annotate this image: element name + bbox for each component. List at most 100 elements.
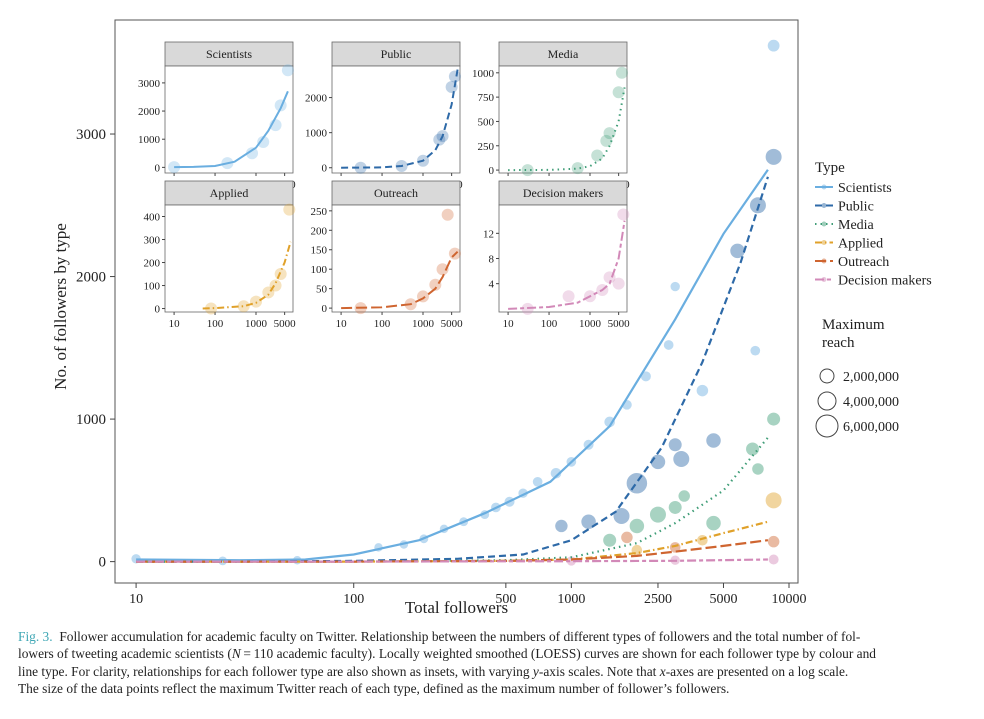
caption-label: Fig. 3. [18,629,53,644]
inset-point [168,161,181,174]
inset-x-tick-label: 100 [541,318,558,330]
inset-y-tick-label: 300 [144,235,161,247]
caption-text-3x: x [659,663,666,679]
data-point [678,490,690,502]
inset-x-tick-label: 100 [374,318,391,330]
data-point [706,515,721,531]
x-tick-label: 10000 [771,592,806,607]
inset-y-tick-label: 250 [311,206,328,218]
inset-y-tick-label: 500 [478,116,495,128]
inset-curve [341,69,459,169]
data-point [752,463,764,475]
inset-title: Applied [210,186,249,200]
caption-text-2b: = 110 academic faculty). Locally weighte… [240,646,876,662]
data-point [767,535,780,548]
inset-x-tick-label: 5000 [441,318,464,330]
inset-y-tick-label: 100 [311,264,328,276]
inset-x-tick-label: 10 [169,318,181,330]
caption-line-3: line type. For clarity, relationships fo… [18,663,968,680]
inset-x-tick-label: 5000 [608,318,631,330]
inset-x-tick-label: 100 [207,318,224,330]
x-tick-label: 10 [129,592,143,607]
size-legend-label: 4,000,000 [843,395,899,410]
size-legend-title-2: reach [822,335,855,351]
inset-plot-area [498,204,628,313]
inset-y-tick-label: 2000 [138,106,161,118]
data-point [629,518,645,534]
inset-point [257,136,270,149]
inset-point [591,149,604,162]
inset-point [617,208,630,221]
inset-plot-area [331,204,461,313]
data-point [663,340,674,350]
inset-plot-area [164,204,294,313]
inset-title: Public [381,47,412,61]
data-point [673,450,690,467]
legend-label: Scientists [838,181,892,196]
inset-x-tick-label: 1000 [245,318,268,330]
inset-strip [164,180,294,206]
size-legend-circle [817,391,837,411]
legend-key-point [821,221,827,227]
inset-panel: Media025050075010001010010005000 [472,41,630,191]
caption-text-3y: y [532,663,539,679]
caption-text-2a: lowers of tweeting academic scientists ( [18,646,232,662]
data-point [768,554,779,565]
data-point [767,412,781,426]
caption-text-3b: -axis scales. Note that [538,663,660,679]
legend-key-point [821,277,827,282]
inset-curve [341,250,459,310]
inset-x-tick-label: 10 [503,318,515,330]
x-tick-label: 500 [495,592,516,607]
inset-panel: Outreach 0 50 100 150 200 250 10 100 1000 5000 [311,180,464,330]
inset-y-tick-label: 2000 [305,93,328,105]
figure-chart: 0 1000 2000 3000 10 100 500 1000 2500 5000 10000 To… [51,19,932,617]
inset-y-tick-label: 750 [478,92,495,104]
main-curves [136,169,769,563]
inset-plot-area [498,65,628,174]
inset-title: Outreach [374,186,418,200]
size-legend-circle [819,368,835,384]
inset-y-tick-label: 3000 [138,78,161,90]
inset-panel: Public0100020001010010005000 [305,41,463,191]
inset-title: Decision makers [523,186,604,200]
y-tick-label: 1000 [76,412,106,428]
inset-title: Media [548,47,579,61]
inset-curve [202,241,292,310]
inset-point [283,203,296,216]
caption-text-1: Follower accumulation for academic facul… [59,629,861,644]
size-legend-label: 2,000,000 [843,370,899,385]
caption-line-1: Fig. 3. Follower accumulation for academ… [18,628,968,645]
inset-point [612,277,625,290]
x-tick-label: 100 [343,592,364,607]
inset-curve [508,87,626,172]
inset-x-tick-label: 1000 [579,318,602,330]
legend-key-point [821,240,827,245]
data-point [603,533,617,547]
legend-label: Decision makers [838,274,932,289]
data-point [626,472,648,494]
data-point [696,384,709,397]
data-point [767,39,780,52]
size-legend: Maximum reach 2,000,000 4,000,000 6,000,000 [815,317,899,438]
data-point [640,371,651,382]
data-point [750,345,761,356]
inset-point [429,278,442,291]
x-tick-label: 5000 [709,592,737,607]
data-point [555,519,568,533]
inset-point [612,86,625,99]
caption-line-4: The size of the data points reflect the … [18,680,968,697]
data-point [746,442,760,456]
data-point [613,508,630,525]
data-point [604,416,615,428]
caption-text-2n: N [231,646,241,662]
inset-y-tick-label: 50 [316,284,328,296]
figure-caption: Fig. 3. Follower accumulation for academ… [18,628,968,698]
data-point [650,454,666,470]
y-tick-label: 3000 [76,127,106,143]
inset-y-tick-label: 12 [483,228,494,240]
inset-point [603,127,616,140]
inset-y-tick-label: 250 [478,141,495,153]
